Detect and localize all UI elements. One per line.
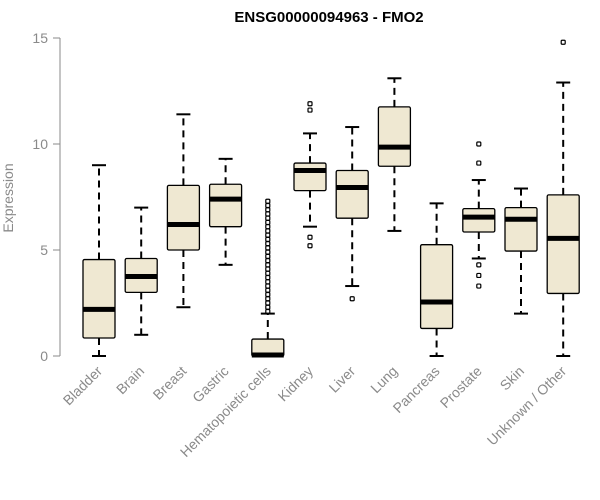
outlier-point [265,291,271,298]
box-group [82,164,116,357]
box-group [208,157,243,266]
box-group [504,187,538,315]
x-tick-label: Bladder [60,363,106,409]
outlier-point [307,107,313,113]
outlier-point [265,236,271,242]
box-group [124,206,158,336]
y-tick-label: 5 [40,242,48,258]
outlier-point [265,207,271,213]
box-iqr [335,169,369,219]
box-iqr [462,208,496,233]
outlier-point [265,198,271,204]
x-tick-label: Unknown / Other [484,363,570,449]
box-group [546,39,580,357]
box-group [293,101,327,249]
outlier-point [265,304,271,310]
box-iqr [166,184,201,251]
box-iqr [208,183,243,228]
outlier-point [265,270,271,276]
y-tick-label: 0 [40,348,48,364]
outlier-point [265,279,271,285]
outlier-point [265,258,271,264]
outlier-point [476,141,482,147]
outlier-point [265,245,271,251]
x-tick-label: Skin [497,363,528,394]
outlier-point [265,274,271,281]
box-group [335,126,369,302]
box-group [462,141,496,289]
y-tick-label: 10 [32,136,48,152]
box-iqr [546,194,580,295]
outlier-point [476,283,482,289]
outlier-point [265,232,271,238]
x-tick-label: Prostate [437,363,485,411]
box-iqr [82,258,116,339]
outlier-point [476,160,482,166]
box-iqr [504,206,538,252]
box-group [166,113,201,309]
outlier-point [349,296,355,302]
outlier-point [265,224,271,230]
box-group [377,77,412,232]
box-group [251,198,285,358]
chart-title: ENSG00000094963 - FMO2 [234,9,423,26]
outlier-point [265,253,271,259]
box-group [419,202,454,357]
outlier-point [265,215,271,221]
outlier-point [265,300,271,306]
box-iqr [419,244,454,330]
x-tick-label: Breast [150,363,190,403]
outlier-point [265,241,271,247]
y-tick-label: 15 [32,30,48,46]
box-iqr [377,106,412,167]
outlier-point [560,39,566,45]
outlier-point [265,262,271,268]
outlier-point [265,308,271,315]
x-tick-label: Liver [326,363,359,396]
outlier-point [476,272,482,279]
outlier-point [265,283,271,289]
outlier-point [265,219,271,226]
y-axis-label: Expression [0,163,16,232]
outlier-point [265,211,271,217]
axes: 0 5 10 15 [32,30,61,364]
outlier-point [307,234,313,240]
outlier-point [265,228,271,234]
outlier-point [265,249,271,255]
outlier-point [265,266,271,272]
x-tick-label: Lung [367,363,400,396]
outlier-point [307,101,313,107]
outlier-point [265,202,271,209]
outlier-point [265,287,271,293]
outlier-point [476,262,482,268]
outlier-point [265,296,271,302]
boxes [82,39,580,358]
outlier-point [307,243,313,249]
x-tick-label: Kidney [275,363,317,405]
box-iqr [293,162,327,192]
x-tick-label: Brain [113,363,147,397]
x-tick-label: Pancreas [390,363,443,416]
